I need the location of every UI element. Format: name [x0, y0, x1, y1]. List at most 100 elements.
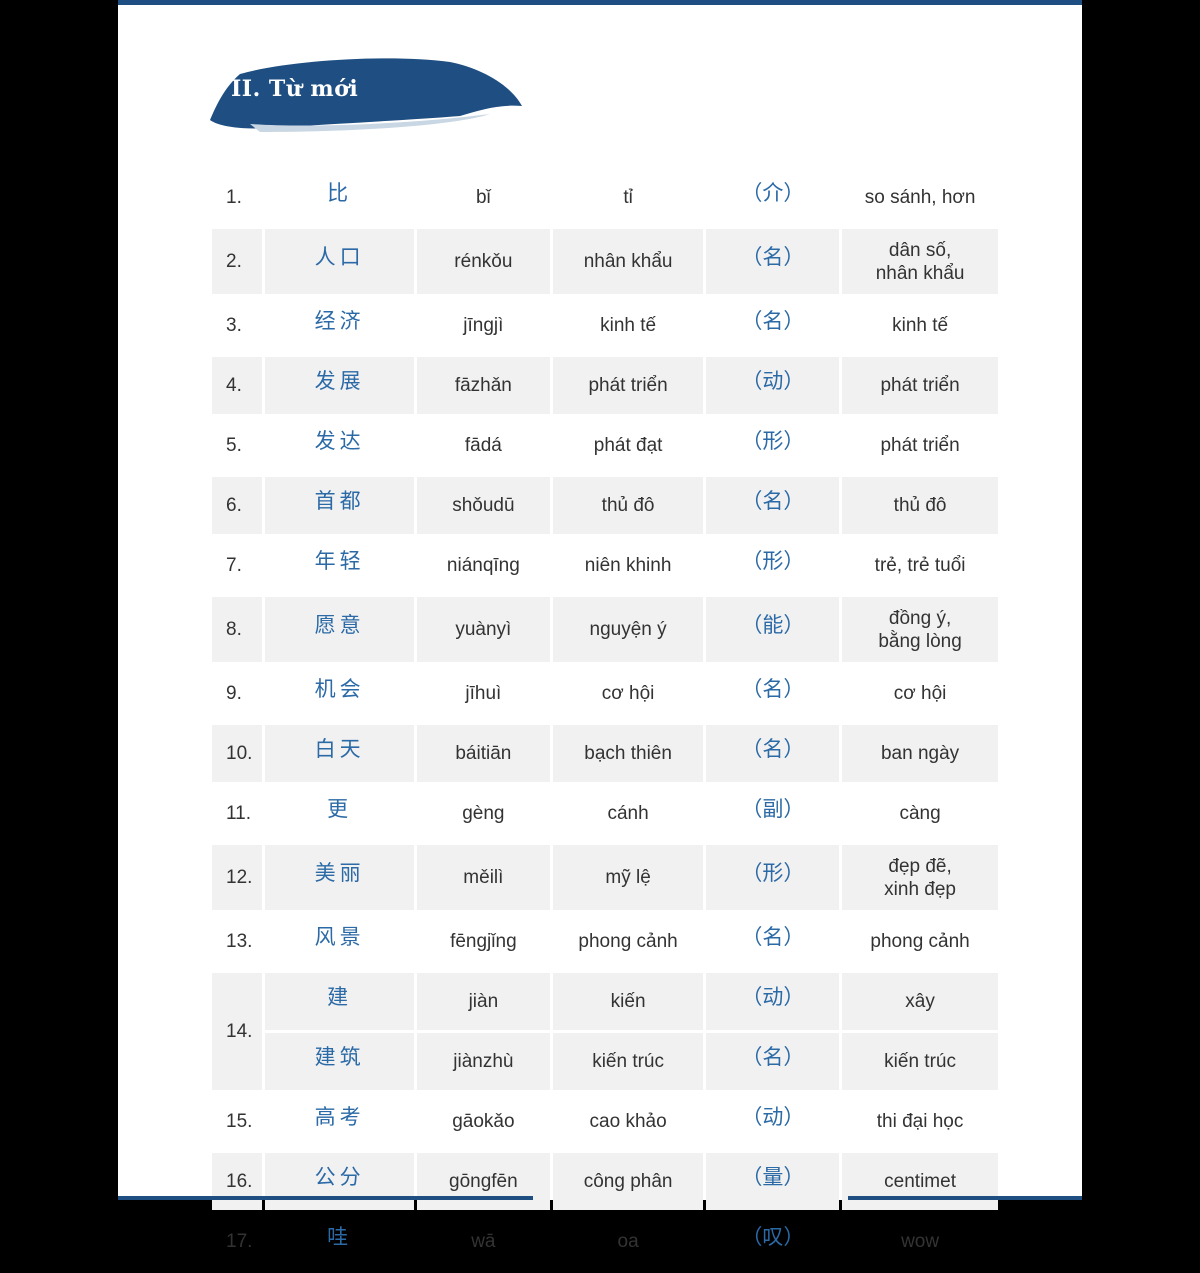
row-number: 12.: [226, 867, 253, 888]
chinese-word: 发达: [314, 429, 365, 453]
chinese-word: 机会: [314, 677, 365, 701]
table-row: 17. 哇 wā oa （叹） wow: [212, 1213, 998, 1270]
chinese-word: 风景: [314, 925, 365, 949]
part-of-speech-cell: （量）: [706, 1153, 840, 1210]
pinyin-cell: bǐ: [417, 169, 550, 226]
part-of-speech: （介）: [741, 181, 805, 205]
chinese-word-cell: 更: [265, 785, 414, 842]
pinyin-cell: shǒudū: [417, 477, 550, 534]
han-viet-cell: nguyện ý: [552, 597, 704, 662]
meaning-cell: wow: [842, 1213, 998, 1270]
pinyin: jīngjì: [463, 315, 504, 336]
chinese-word-cell: 高考: [265, 1093, 414, 1150]
table-row: 6. 首都 shǒudū thủ đô （名） thủ đô: [212, 477, 998, 534]
han-viet: phát triển: [588, 375, 668, 396]
pinyin: fāzhǎn: [454, 375, 512, 396]
row-number: 9.: [226, 683, 242, 704]
row-number-cell: 11.: [212, 785, 262, 842]
part-of-speech: （名）: [741, 677, 805, 701]
han-viet-cell: kiến trúc: [552, 1033, 704, 1090]
top-accent-bar: [118, 0, 1082, 5]
pinyin-cell: gāokǎo: [417, 1093, 550, 1150]
han-viet-cell: kiến: [552, 973, 704, 1030]
part-of-speech-cell: （名）: [706, 665, 839, 722]
meaning-cell: xây: [842, 973, 998, 1030]
chinese-word: 公分: [314, 1165, 365, 1189]
han-viet: nhân khẩu: [583, 251, 673, 272]
pinyin: rénkǒu: [454, 251, 513, 272]
pinyin: niánqīng: [446, 555, 520, 576]
han-viet-cell: tỉ: [553, 169, 704, 226]
pinyin: fādá: [464, 435, 502, 456]
pinyin-cell: yuànyì: [417, 597, 550, 662]
han-viet-cell: mỹ lệ: [552, 845, 704, 910]
meaning: centimet: [884, 1171, 956, 1192]
pinyin: jiànzhù: [453, 1051, 514, 1072]
part-of-speech-cell: （名）: [706, 725, 840, 782]
han-viet-cell: cao khảo: [553, 1093, 704, 1150]
table-row: 8. 愿意 yuànyì nguyện ý （能） đồng ý, bằng lòng: [212, 597, 998, 662]
meaning: thi đại học: [876, 1111, 964, 1132]
meaning-cell: phát triển: [842, 417, 998, 474]
pinyin-cell: rénkǒu: [417, 229, 550, 294]
pinyin: gōngfēn: [449, 1171, 518, 1192]
chinese-word: 愿意: [314, 613, 365, 637]
meaning-cell: kiến trúc: [842, 1033, 998, 1090]
row-number-cell: 3.: [212, 297, 262, 354]
chinese-word: 比: [327, 181, 353, 205]
pinyin: yuànyì: [455, 619, 512, 640]
meaning: phát triển: [880, 435, 960, 456]
han-viet-cell: phát triển: [552, 357, 704, 414]
part-of-speech: （能）: [741, 613, 805, 637]
part-of-speech-cell: （名）: [706, 477, 840, 534]
row-number: 5.: [226, 435, 242, 456]
han-viet: cơ hội: [601, 683, 655, 704]
part-of-speech-cell: （介）: [706, 169, 839, 226]
chinese-word-cell: 美丽: [265, 845, 415, 910]
chinese-word: 建: [327, 985, 353, 1009]
row-number: 4.: [226, 375, 242, 396]
row-number: 2.: [226, 251, 242, 272]
part-of-speech: （动）: [741, 369, 805, 393]
pinyin-cell: fēngjǐng: [417, 913, 550, 970]
row-number-cell: 17.: [212, 1213, 262, 1270]
pinyin: wā: [471, 1231, 496, 1252]
chinese-word: 美丽: [314, 861, 365, 885]
chinese-word: 经济: [314, 309, 365, 333]
part-of-speech-cell: （叹）: [706, 1213, 839, 1270]
chinese-word-cell: 建: [265, 973, 415, 1030]
bottom-accent-bar-right: [848, 1196, 1082, 1200]
part-of-speech: （名）: [741, 309, 805, 333]
part-of-speech: （名）: [741, 489, 805, 513]
meaning: wow: [901, 1231, 940, 1252]
han-viet: kinh tế: [600, 315, 657, 336]
part-of-speech: （形）: [741, 549, 805, 573]
table-row: 11. 更 gèng cánh （副） càng: [212, 785, 998, 842]
han-viet: kiến trúc: [592, 1051, 664, 1072]
chinese-word: 哇: [327, 1225, 353, 1249]
meaning: thủ đô: [893, 495, 947, 516]
han-viet-cell: oa: [553, 1213, 704, 1270]
row-number-cell: 13.: [212, 913, 262, 970]
part-of-speech: （名）: [741, 1045, 805, 1069]
han-viet-cell: thủ đô: [552, 477, 704, 534]
part-of-speech: （名）: [741, 925, 805, 949]
han-viet: cao khảo: [589, 1111, 667, 1132]
part-of-speech-cell: （能）: [706, 597, 840, 662]
part-of-speech: （副）: [741, 797, 805, 821]
pinyin-cell: jiàn: [417, 973, 550, 1030]
row-number-cell: 14.: [212, 973, 263, 1090]
meaning: kiến trúc: [884, 1051, 956, 1072]
row-number: 6.: [226, 495, 242, 516]
meaning: phong cảnh: [870, 931, 970, 952]
meaning: đồng ý, bằng lòng: [878, 607, 962, 652]
han-viet-cell: cơ hội: [553, 665, 704, 722]
chinese-word-cell: 首都: [265, 477, 415, 534]
meaning-cell: centimet: [842, 1153, 998, 1210]
pinyin-cell: niánqīng: [417, 537, 550, 594]
pinyin-cell: jīngjì: [417, 297, 550, 354]
han-viet: bạch thiên: [584, 743, 672, 764]
meaning-cell: thủ đô: [842, 477, 998, 534]
meaning-cell: ban ngày: [842, 725, 998, 782]
meaning-cell: phong cảnh: [842, 913, 998, 970]
